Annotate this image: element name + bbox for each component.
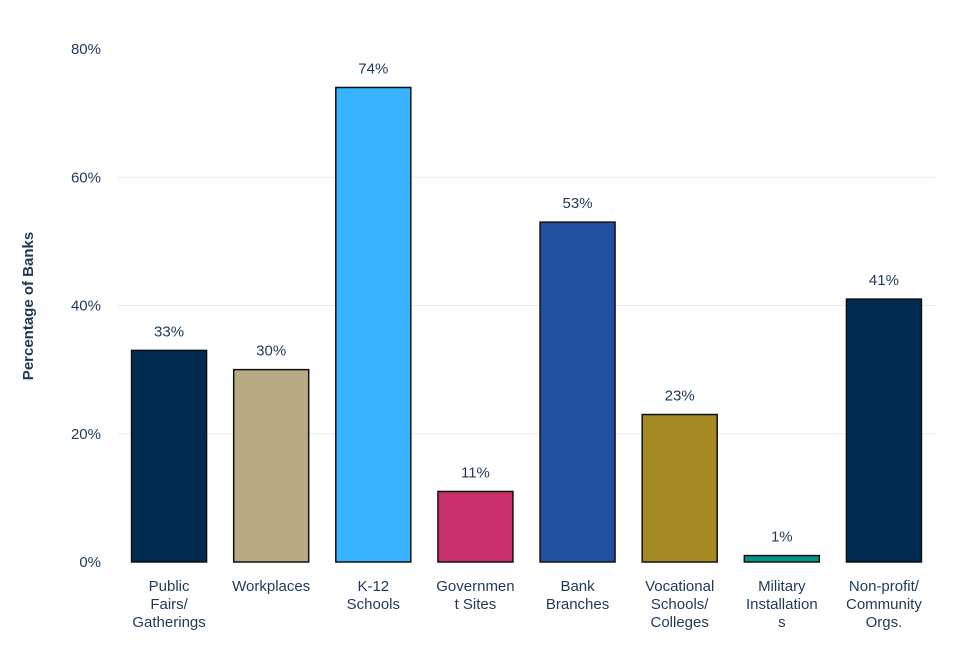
data-label: 74%: [358, 60, 388, 77]
x-tick-label: Workplaces: [232, 578, 310, 595]
x-tick-label: Vocational Schools/Colleges: [645, 578, 714, 631]
bars: [130, 86, 923, 563]
x-tick-label: Military Installation s: [746, 578, 818, 631]
data-label: 23%: [665, 388, 695, 405]
bar: [845, 298, 923, 563]
data-label: 1%: [771, 529, 793, 546]
data-label: 30%: [256, 343, 286, 360]
x-tick-label: K-12 Schools: [347, 578, 400, 613]
y-axis-ticks: 0% 20% 40% 60% 80%: [71, 41, 101, 571]
bar: [539, 221, 616, 563]
y-axis-label: Percentage of Banks: [20, 232, 37, 380]
bar: [437, 490, 514, 563]
bar: [743, 554, 821, 563]
x-tick-label: Non-profit/Community Orgs.: [846, 578, 922, 631]
y-tick-label: 20%: [71, 426, 101, 443]
y-tick-label: 40%: [71, 298, 101, 315]
data-label: 33%: [154, 323, 184, 340]
data-label: 53%: [563, 195, 593, 212]
bar: [641, 413, 718, 563]
data-labels: 33% 30% 74% 11% 53% 23% 1% 41%: [154, 60, 899, 545]
data-label: 41%: [869, 272, 899, 289]
x-tick-label: Public Fairs/Gatherings: [132, 578, 205, 631]
y-tick-label: 60%: [71, 169, 101, 186]
bar: [130, 349, 208, 563]
y-tick-label: 80%: [71, 41, 101, 58]
x-tick-label: Bank Branches: [546, 578, 609, 613]
bar: [335, 86, 412, 563]
bar: [232, 368, 310, 563]
data-label: 11%: [461, 464, 490, 481]
x-axis-categories: Public Fairs/Gatherings Workplaces K-12 Scho…: [132, 578, 922, 631]
y-tick-label: 0%: [79, 554, 101, 571]
x-tick-label: Governmen t Sites: [436, 578, 514, 613]
